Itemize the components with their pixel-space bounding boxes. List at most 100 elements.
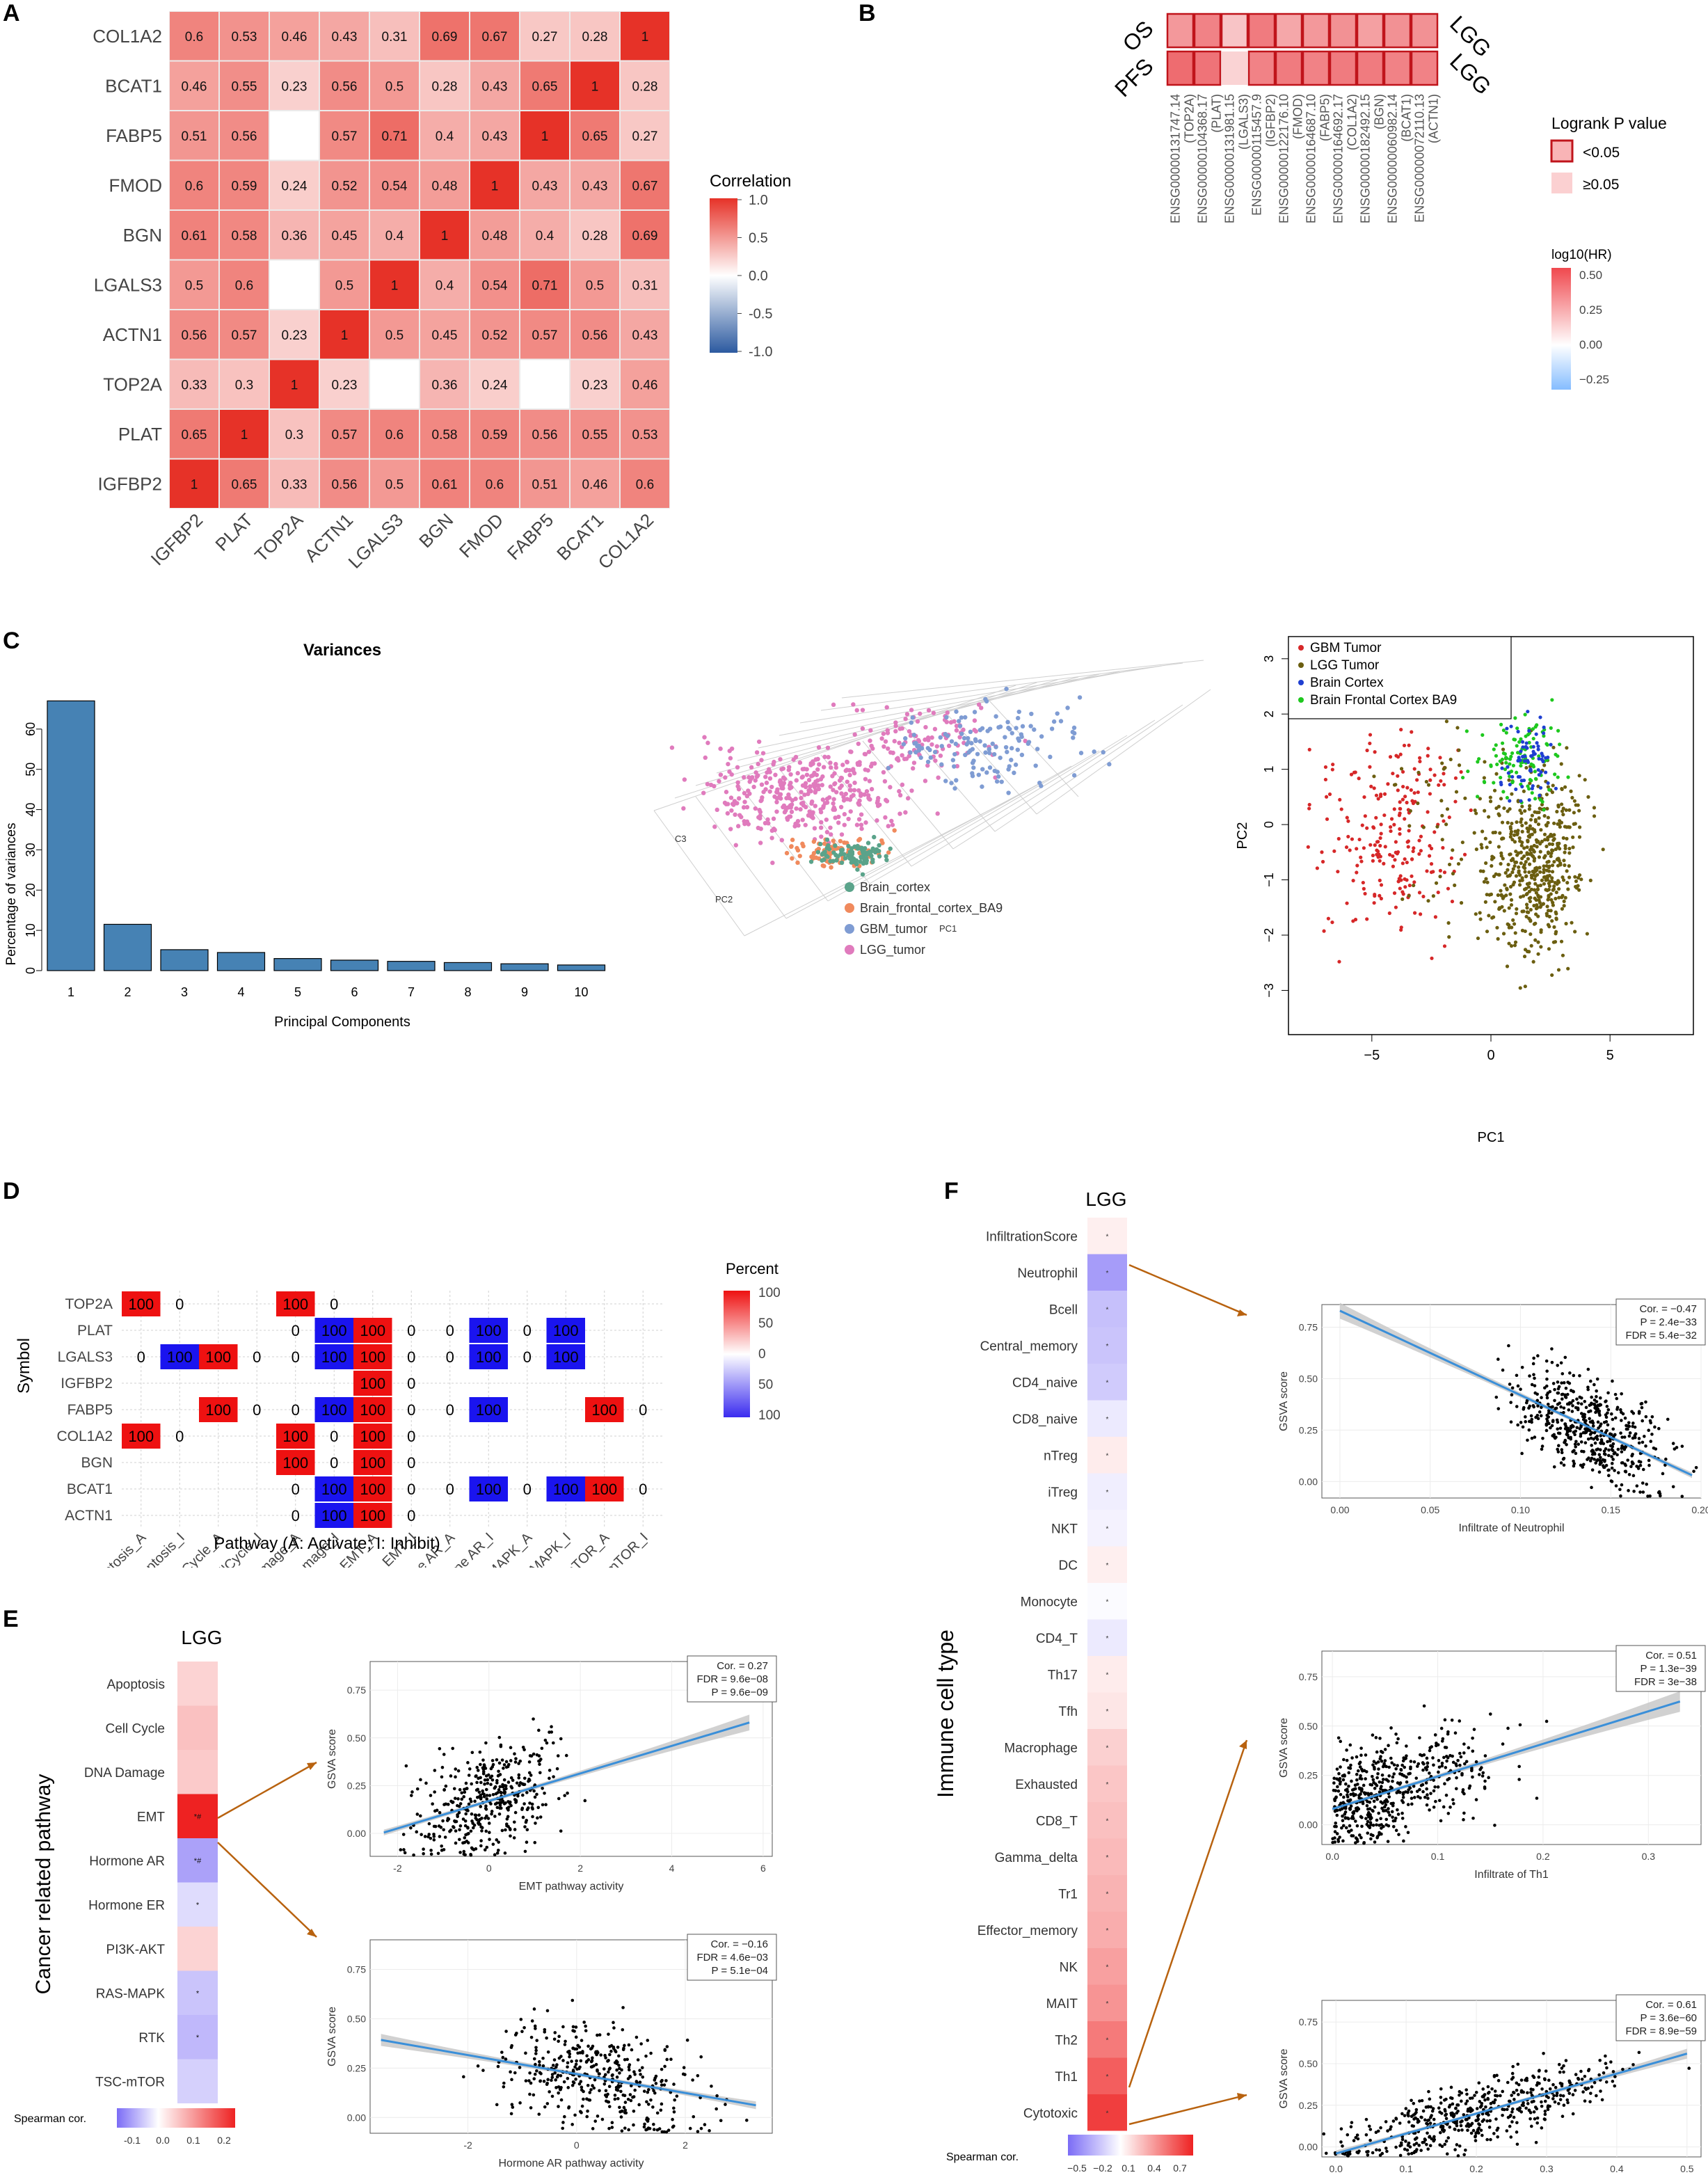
correlation-colorbar — [710, 198, 737, 353]
pca2d-point — [1510, 751, 1515, 756]
pca2d-point — [1425, 869, 1429, 873]
scatter-point — [1333, 1830, 1337, 1833]
survival-cell — [1166, 13, 1195, 49]
scatter-point — [1335, 1777, 1339, 1780]
scatter-point — [485, 1845, 489, 1849]
pca2d-point — [1400, 797, 1405, 802]
scatter-point — [1422, 2140, 1426, 2144]
scatter-point — [1488, 1712, 1492, 1716]
scatter-point — [1451, 2111, 1454, 2115]
pca3d-point — [884, 854, 888, 859]
pca2d-point — [1550, 870, 1555, 874]
survival-cell — [1247, 50, 1276, 86]
pca2d-point — [1521, 894, 1526, 898]
variance-xtick: 3 — [181, 985, 188, 999]
scatter-point — [1599, 1434, 1602, 1437]
pca3d-point — [893, 724, 898, 728]
pca3d-point — [952, 764, 957, 769]
pca2d-point — [1564, 921, 1568, 926]
scatter-point — [1593, 1383, 1596, 1387]
corr-cell — [220, 12, 269, 61]
scatter-point — [1561, 2094, 1565, 2098]
scatter-stat: Cor. = −0.16 — [710, 1938, 768, 1950]
e-heat-cell — [177, 2015, 218, 2060]
scatter-point — [1536, 1404, 1540, 1408]
f-heat-cell — [1087, 1473, 1127, 1510]
scatter-point — [1405, 1754, 1408, 1758]
pca3d-point — [860, 872, 865, 877]
scatter-point — [1567, 1408, 1571, 1412]
scatter-point — [1368, 1807, 1372, 1810]
pca2d-point — [1528, 778, 1532, 782]
scatter-point — [504, 1828, 507, 1832]
hr-legend-tick: 0.00 — [1579, 338, 1602, 351]
scatter-point — [1524, 2106, 1528, 2110]
pca3d-point — [758, 809, 763, 815]
scatter-point — [1428, 1771, 1431, 1775]
scatter-point — [478, 1822, 482, 1826]
scatter-point — [520, 2030, 524, 2034]
scatter-point — [1343, 1782, 1348, 1786]
pca2d-point — [1466, 769, 1470, 774]
pca3d-point — [744, 819, 750, 824]
scatter-xtick: 0.5 — [1680, 2163, 1694, 2174]
pca2d-point — [1563, 846, 1567, 851]
pca2d-point — [1344, 845, 1349, 850]
scatter-point — [1613, 1392, 1618, 1396]
scatter-point — [1336, 1736, 1341, 1740]
scatter-point — [1533, 2117, 1537, 2121]
scatter-point — [477, 1776, 480, 1780]
pathway-cell-label: 100 — [282, 1428, 308, 1445]
f-legend-tick: 0.7 — [1173, 2162, 1187, 2174]
scatter-point — [1515, 2081, 1519, 2085]
pca3d-point — [862, 792, 867, 797]
survival-col-id: ENSG00000164687.10 — [1304, 94, 1318, 223]
scatter-point — [1346, 1790, 1350, 1794]
pca3d-point — [869, 853, 874, 859]
scatter-point — [1464, 1760, 1469, 1764]
pca2d-point — [1403, 885, 1407, 889]
scatter-point — [1680, 1495, 1684, 1498]
corr-cell-label: 0.55 — [232, 79, 257, 94]
pca2d-point — [1513, 860, 1517, 864]
scatter-point — [1567, 2092, 1572, 2095]
pca2d-point — [1518, 808, 1522, 813]
scatter-point — [1631, 1462, 1634, 1466]
pca3d-point — [798, 807, 803, 812]
scatter-point — [1438, 2143, 1442, 2147]
scatter-point — [1364, 1792, 1368, 1795]
scatter-point — [1610, 1455, 1613, 1458]
scatter-point — [1556, 1391, 1560, 1395]
pathway-cell-label: 100 — [321, 1348, 347, 1366]
pca2d-point — [1460, 775, 1465, 780]
scatter-point — [1444, 2117, 1448, 2121]
survival-col-gene: (BCAT1) — [1400, 94, 1414, 142]
pca3d-point — [795, 845, 799, 851]
scatter-point — [1350, 1829, 1353, 1832]
scatter-point — [1448, 2125, 1452, 2129]
pca2d-point — [1498, 831, 1502, 835]
pca2d-point — [1528, 833, 1532, 837]
scatter-point — [556, 2073, 560, 2077]
scatter-point — [458, 1787, 462, 1792]
scatter-point — [581, 2050, 584, 2053]
scatter-point — [598, 2089, 601, 2093]
scatter-point — [1404, 1825, 1407, 1829]
scatter-point — [557, 2105, 560, 2108]
scatter-point — [1671, 1485, 1675, 1489]
f-cell-label: Macrophage — [1004, 1741, 1078, 1755]
scatter-xtick: 0.3 — [1540, 2163, 1554, 2174]
pca3d-point — [991, 751, 997, 757]
scatter-point — [509, 1759, 513, 1762]
pca2d-point — [1505, 726, 1509, 731]
scatter-point — [639, 2042, 643, 2046]
scatter-point — [477, 1820, 481, 1824]
pca2d-point — [1519, 763, 1523, 768]
scatter-point — [1474, 2091, 1478, 2094]
scatter-point — [460, 1797, 464, 1801]
scatter-point — [608, 2053, 612, 2057]
scatter-point — [724, 2103, 727, 2106]
pca2d-point — [1368, 733, 1373, 737]
scatter-point — [511, 1778, 515, 1782]
pca3d-point — [909, 788, 914, 793]
